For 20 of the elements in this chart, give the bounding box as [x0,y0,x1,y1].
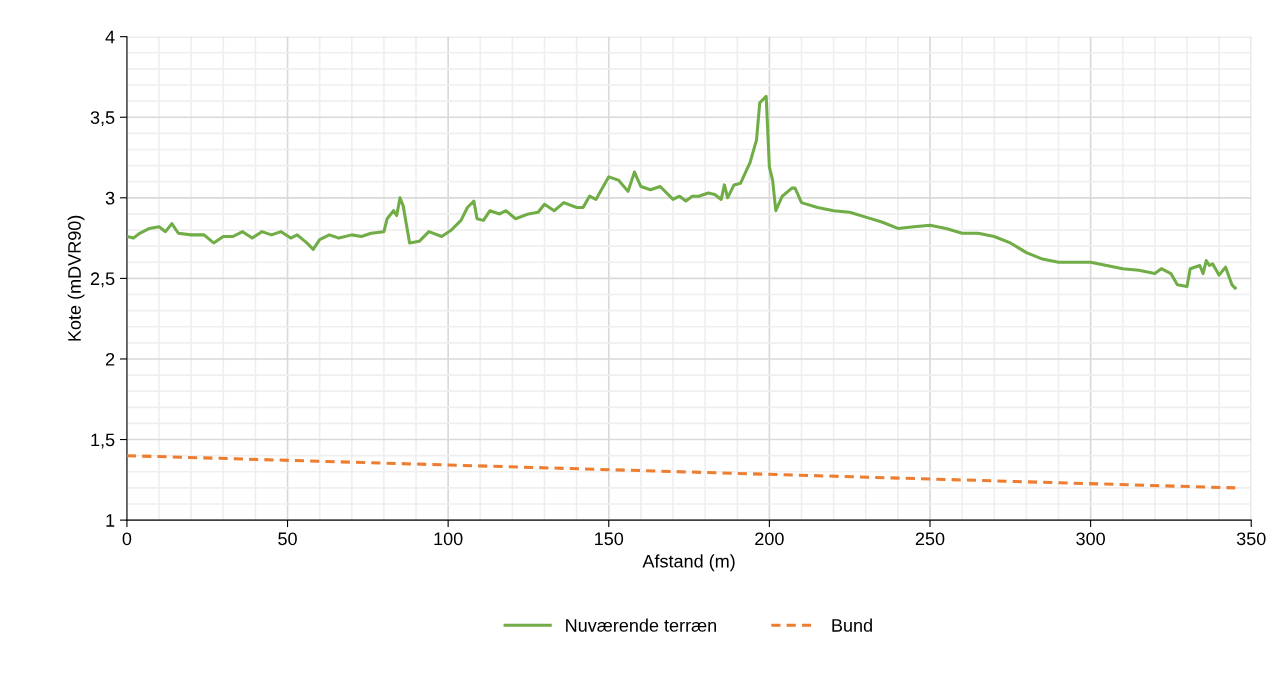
y-tick-label: 1,5 [91,433,115,449]
x-tick-label: 0 [122,532,132,546]
y-tick-label: 4 [105,30,115,44]
line-series [126,94,1237,290]
x-tick-label: 250 [915,532,945,546]
y-axis-title: Kote (mDVR90) [67,215,85,341]
x-axis-title: Afstand (m) [642,554,735,572]
x-tick-label: 350 [1236,532,1266,546]
legend-label: Nuværende terræn [566,618,717,632]
x-tick-label: 150 [595,532,624,546]
legend-label: Bund [832,618,872,632]
y-tick-label: 3,5 [90,111,115,127]
x-tick-label: 50 [278,532,297,546]
y-tick-label: 3 [105,191,115,205]
x-tick-label: 200 [755,532,784,546]
y-tick-label: 2 [105,352,115,366]
x-tick-label: 300 [1076,532,1105,546]
y-tick-label: 1 [106,514,115,527]
y-tick-label: 2,5 [90,272,115,288]
x-tick-label: 100 [434,532,463,546]
